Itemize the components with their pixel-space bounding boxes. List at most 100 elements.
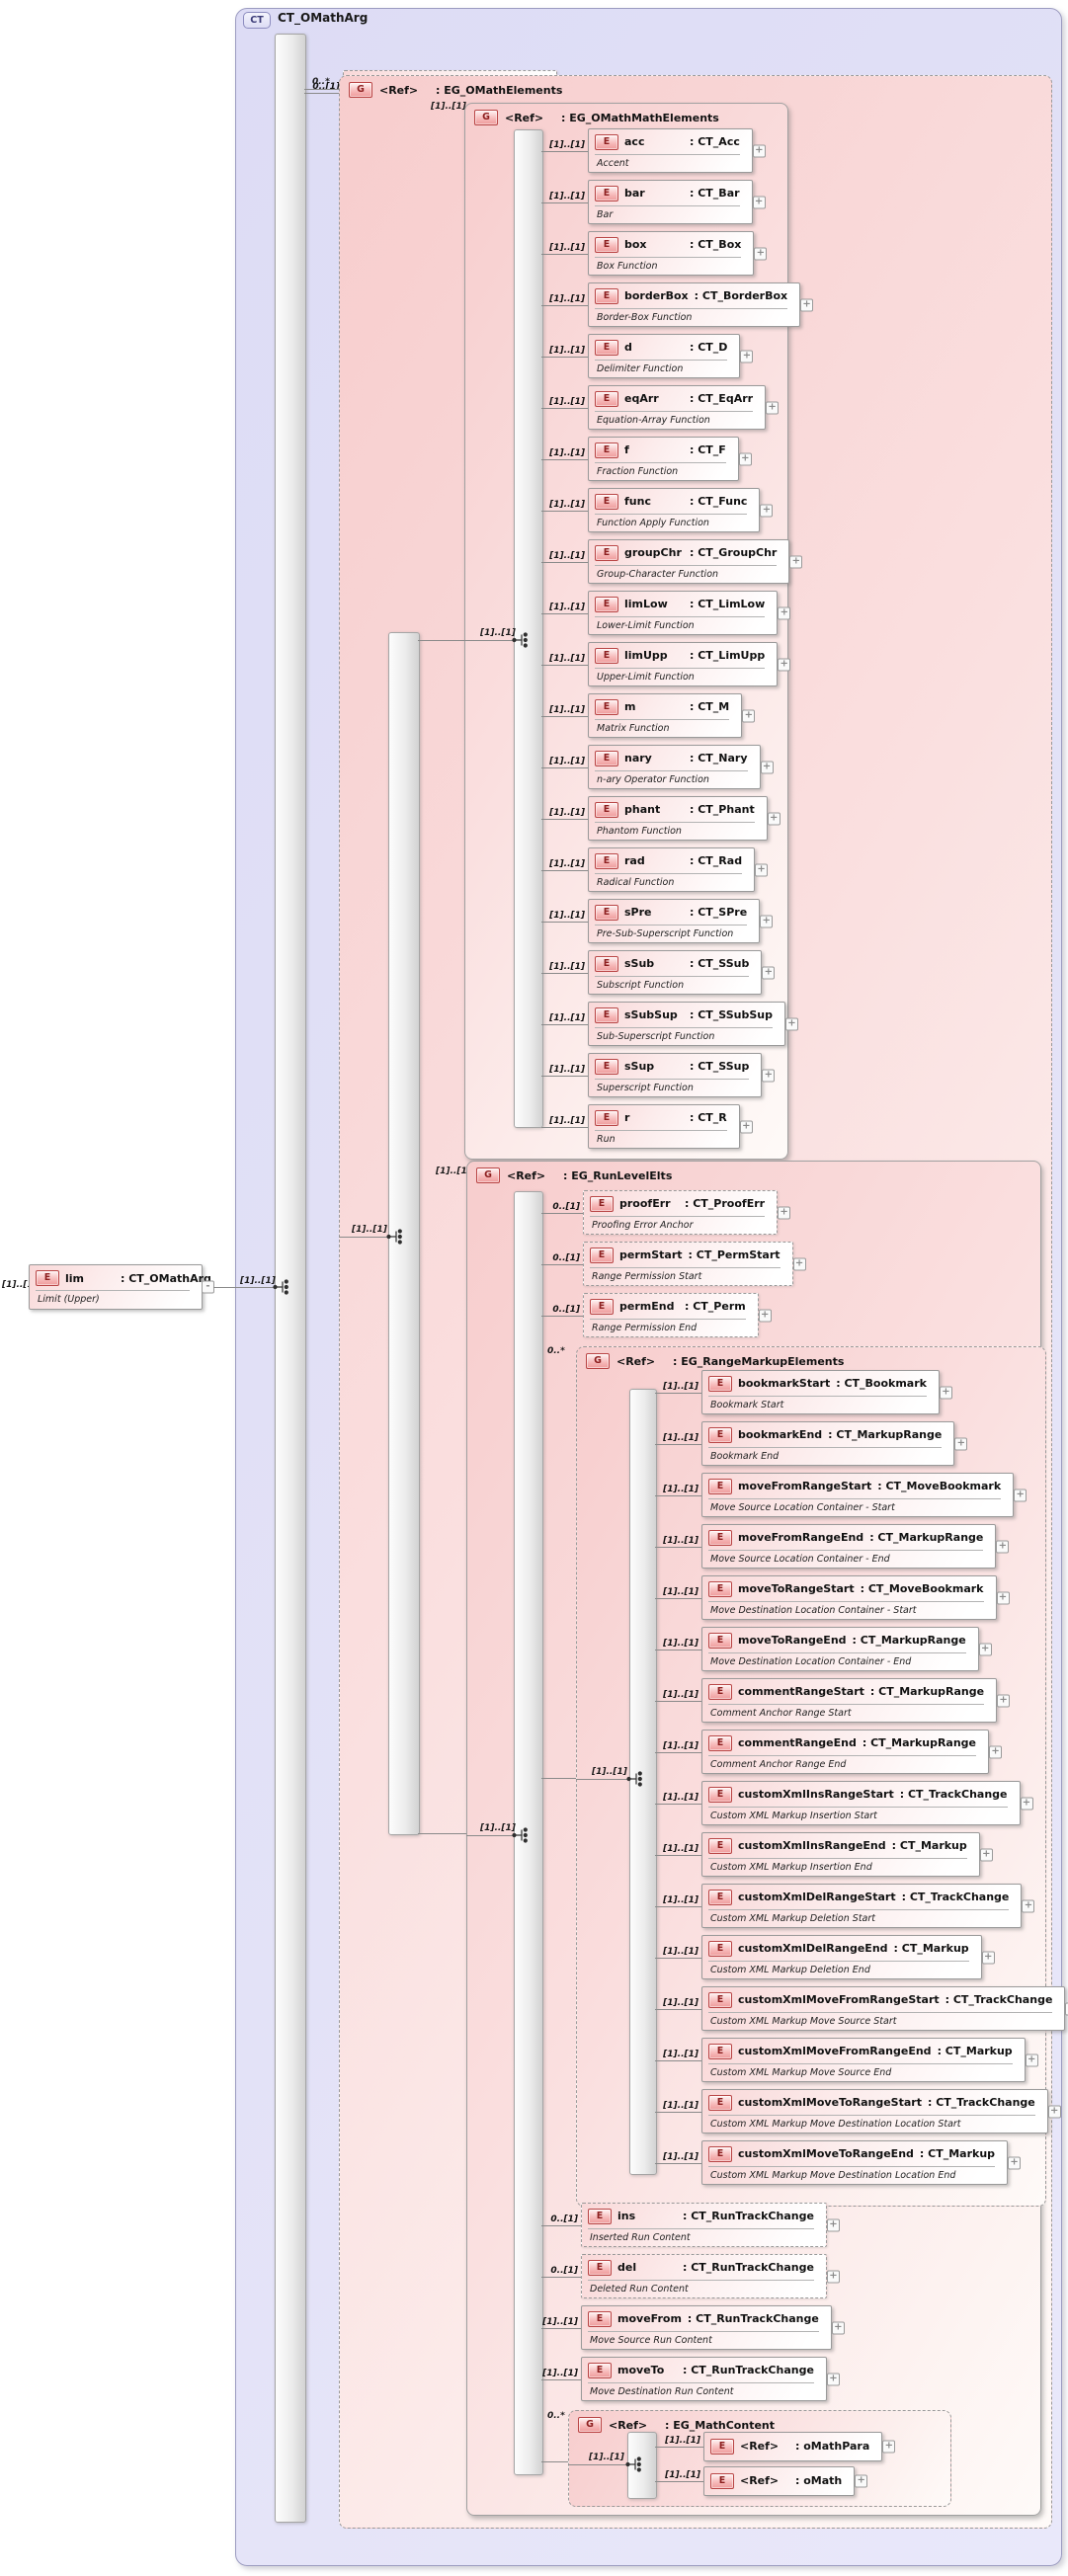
expand-icon[interactable]: + <box>752 144 766 157</box>
expand-icon[interactable]: + <box>826 2270 840 2283</box>
expand-icon[interactable]: + <box>766 401 780 414</box>
expand-icon[interactable]: + <box>1014 1489 1027 1501</box>
element-box[interactable]: E sSup : CT_SSup Superscript Function + <box>588 1053 776 1097</box>
element-box[interactable]: E sPre : CT_SPre Pre-Sub-Superscript Fun… <box>588 899 774 943</box>
element-box[interactable]: E customXmlMoveToRangeStart : CT_TrackCh… <box>701 2089 1061 2133</box>
element-box[interactable]: E customXmlMoveFromRangeStart : CT_Track… <box>701 1986 1068 2031</box>
expand-icon[interactable]: + <box>1022 1899 1035 1912</box>
element-box[interactable]: E sSub : CT_SSub Subscript Function + <box>588 950 776 995</box>
expand-icon[interactable]: + <box>855 2474 868 2488</box>
element-box[interactable]: E bar : CT_Bar Bar + <box>588 180 766 224</box>
element-box[interactable]: E box : CT_Box Box Function + <box>588 231 768 276</box>
element-box[interactable]: E permStart : CT_PermStart Range Permiss… <box>583 1242 806 1286</box>
expand-icon[interactable]: + <box>954 1437 968 1450</box>
expand-icon[interactable]: + <box>989 1745 1003 1758</box>
expand-icon[interactable]: + <box>740 350 754 362</box>
expand-icon[interactable]: + <box>767 812 780 825</box>
expand-icon[interactable]: + <box>754 247 768 260</box>
expand-icon[interactable]: + <box>758 1309 772 1322</box>
element-box[interactable]: E bookmarkStart : CT_Bookmark Bookmark S… <box>701 1370 952 1414</box>
expand-icon[interactable]: + <box>979 1848 993 1861</box>
element-box[interactable]: E moveFromRangeStart : CT_MoveBookmark M… <box>701 1473 1027 1517</box>
element-box[interactable]: E commentRangeEnd : CT_MarkupRange Comme… <box>701 1730 1003 1774</box>
expand-icon[interactable]: + <box>882 2440 896 2454</box>
expand-icon[interactable]: + <box>778 658 791 671</box>
expand-icon[interactable]: + <box>1047 2105 1061 2118</box>
expand-icon[interactable]: + <box>831 2321 845 2334</box>
element-name: moveTo <box>617 2364 665 2376</box>
element-box[interactable]: E customXmlInsRangeEnd : CT_Markup Custo… <box>701 1832 993 1877</box>
expand-icon[interactable]: + <box>792 1257 806 1270</box>
expand-icon[interactable]: + <box>939 1386 952 1399</box>
expand-icon[interactable]: + <box>789 555 803 568</box>
choice-compositor-bar[interactable] <box>627 2432 657 2499</box>
expand-icon[interactable]: + <box>785 1017 798 1030</box>
element-box[interactable]: E eqArr : CT_EqArr Equation-Array Functi… <box>588 385 780 430</box>
element-box[interactable]: E moveFrom : CT_RunTrackChange Move Sour… <box>581 2305 845 2350</box>
element-box[interactable]: E moveToRangeStart : CT_MoveBookmark Mov… <box>701 1575 1010 1620</box>
element-box[interactable]: E limUpp : CT_LimUpp Upper-Limit Functio… <box>588 642 791 686</box>
expand-icon[interactable]: + <box>760 504 774 517</box>
expand-icon[interactable]: + <box>978 1643 992 1655</box>
expand-icon[interactable]: + <box>1008 2156 1022 2169</box>
element-box[interactable]: E del : CT_RunTrackChange Deleted Run Co… <box>581 2254 840 2298</box>
element-box[interactable]: E r : CT_R Run + <box>588 1104 753 1149</box>
element-box[interactable]: E customXmlDelRangeStart : CT_TrackChang… <box>701 1884 1035 1928</box>
element-box[interactable]: E <Ref> : oMath + <box>703 2466 868 2496</box>
element-box[interactable]: E nary : CT_Nary n-ary Operator Function… <box>588 745 774 789</box>
expand-icon[interactable]: + <box>1025 2053 1038 2066</box>
element-box[interactable]: E permEnd : CT_Perm Range Permission End… <box>583 1293 772 1337</box>
element-type: : oMath <box>795 2474 843 2487</box>
element-box[interactable]: E func : CT_Func Function Apply Function… <box>588 488 774 532</box>
expand-icon[interactable]: + <box>778 606 791 619</box>
element-box[interactable]: E proofErr : CT_ProofErr Proofing Error … <box>583 1190 791 1235</box>
element-box[interactable]: E sSubSup : CT_SSubSup Sub-Superscript F… <box>588 1002 798 1046</box>
element-name: sSup <box>624 1060 655 1073</box>
sequence-compositor-bar[interactable] <box>275 34 306 2523</box>
expand-icon[interactable]: + <box>760 915 774 927</box>
element-box[interactable]: E customXmlMoveFromRangeEnd : CT_Markup … <box>701 2038 1038 2082</box>
element-box[interactable]: E ins : CT_RunTrackChange Inserted Run C… <box>581 2203 840 2247</box>
element-box[interactable]: E acc : CT_Acc Accent + <box>588 128 766 173</box>
element-box[interactable]: E borderBox : CT_BorderBox Border-Box Fu… <box>588 282 814 327</box>
element-box[interactable]: E limLow : CT_LimLow Lower-Limit Functio… <box>588 591 791 635</box>
expand-icon[interactable]: + <box>742 709 756 722</box>
element-box[interactable]: E phant : CT_Phant Phantom Function + <box>588 796 780 841</box>
element-type: : CT_Nary <box>690 752 748 765</box>
expand-icon[interactable]: + <box>996 1540 1010 1553</box>
expand-icon[interactable]: + <box>760 761 774 773</box>
element-box[interactable]: E groupChr : CT_GroupChr Group-Character… <box>588 539 803 584</box>
expand-icon[interactable]: + <box>762 966 776 979</box>
expand-icon[interactable]: + <box>826 2373 840 2385</box>
element-box[interactable]: E commentRangeStart : CT_MarkupRange Com… <box>701 1678 1011 1723</box>
element-box[interactable]: E m : CT_M Matrix Function + <box>588 693 756 738</box>
expand-icon[interactable]: + <box>826 2218 840 2231</box>
element-box[interactable]: E rad : CT_Rad Radical Function + <box>588 847 769 892</box>
lim-element-box[interactable]: E lim : CT_OMathArg Limit (Upper) - <box>29 1264 214 1310</box>
choice-compositor-bar[interactable] <box>629 1389 657 2175</box>
expand-icon[interactable]: + <box>800 298 814 311</box>
choice-compositor-bar[interactable] <box>514 1191 543 2475</box>
expand-icon[interactable]: + <box>752 196 766 208</box>
element-box[interactable]: E bookmarkEnd : CT_MarkupRange Bookmark … <box>701 1421 968 1466</box>
element-box[interactable]: E moveFromRangeEnd : CT_MarkupRange Move… <box>701 1524 1010 1569</box>
choice-compositor-bar[interactable] <box>388 632 420 1835</box>
expand-icon[interactable]: + <box>997 1694 1011 1707</box>
expand-icon[interactable]: + <box>1020 1797 1033 1810</box>
expand-icon[interactable]: + <box>996 1591 1010 1604</box>
expand-icon[interactable]: + <box>981 1951 995 1964</box>
element-box[interactable]: E <Ref> : oMathPara + <box>703 2432 896 2461</box>
element-box[interactable]: E f : CT_F Fraction Function + <box>588 437 752 481</box>
element-box[interactable]: E moveTo : CT_RunTrackChange Move Destin… <box>581 2357 840 2401</box>
expand-icon[interactable]: + <box>762 1069 776 1082</box>
expand-icon[interactable]: + <box>778 1206 791 1219</box>
element-box[interactable]: E moveToRangeEnd : CT_MarkupRange Move D… <box>701 1627 992 1671</box>
element-box[interactable]: E customXmlMoveToRangeEnd : CT_Markup Cu… <box>701 2140 1022 2185</box>
element-box[interactable]: E customXmlInsRangeStart : CT_TrackChang… <box>701 1781 1033 1825</box>
choice-compositor-bar[interactable] <box>514 129 543 1128</box>
expand-icon[interactable]: + <box>755 863 769 876</box>
expand-icon[interactable]: + <box>739 1120 753 1133</box>
element-box[interactable]: E customXmlDelRangeEnd : CT_Markup Custo… <box>701 1935 995 1979</box>
element-box[interactable]: E d : CT_D Delimiter Function + <box>588 334 754 378</box>
expand-icon[interactable]: + <box>738 452 752 465</box>
